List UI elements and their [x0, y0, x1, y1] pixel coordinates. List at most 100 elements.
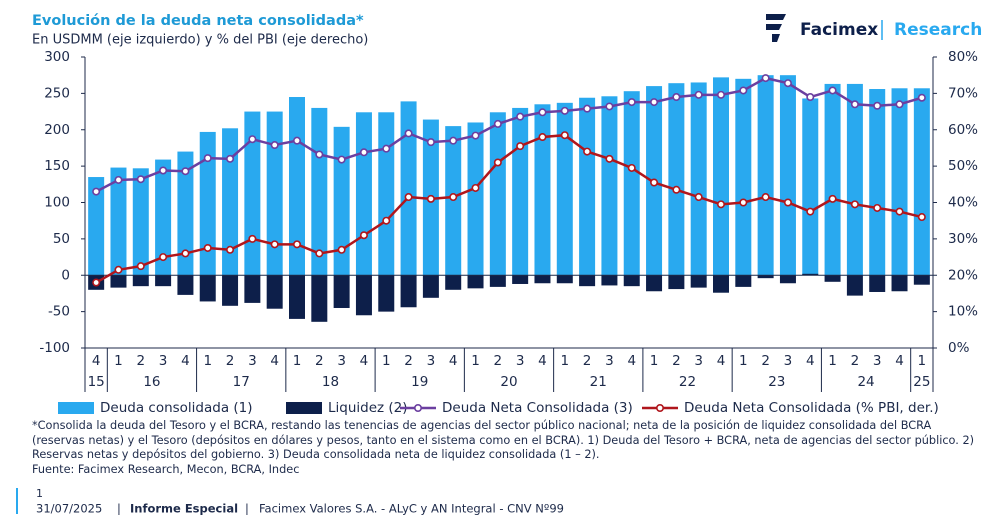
y2-tick-label: 0% — [948, 340, 970, 356]
bar — [601, 96, 618, 276]
bar — [132, 275, 149, 287]
x-tick-label: 3 — [694, 353, 703, 369]
bar — [824, 83, 841, 276]
year-label: 22 — [679, 374, 696, 390]
y-tick-label: -100 — [39, 340, 70, 356]
marker — [605, 102, 614, 111]
marker — [806, 93, 815, 102]
bar — [913, 275, 930, 285]
marker — [716, 90, 725, 99]
bar — [891, 88, 908, 276]
x-tick-label: 2 — [226, 353, 235, 369]
bar — [512, 107, 529, 276]
y-tick-label: 100 — [44, 195, 70, 211]
logo-section: Research — [894, 20, 982, 40]
logo-icon — [766, 14, 786, 42]
marker — [426, 138, 435, 147]
bar — [110, 167, 127, 276]
bar — [779, 275, 796, 284]
line-series — [92, 74, 926, 196]
marker — [806, 207, 815, 216]
marker — [337, 155, 346, 164]
bar — [668, 275, 685, 290]
bar — [311, 107, 328, 276]
bar — [869, 89, 886, 276]
marker — [917, 213, 926, 222]
x-tick-label: 2 — [851, 353, 860, 369]
x-tick-label: 1 — [293, 353, 302, 369]
marker — [560, 106, 569, 115]
x-tick-label: 1 — [918, 353, 927, 369]
bar — [579, 275, 596, 287]
marker — [404, 129, 413, 138]
bar — [802, 273, 819, 276]
x-tick-label: 2 — [136, 353, 145, 369]
bar — [735, 78, 752, 276]
bar — [400, 101, 417, 276]
y-tick-label: 200 — [44, 122, 70, 138]
year-label: 16 — [143, 374, 160, 390]
bar — [177, 275, 194, 295]
footnote: *Consolida la deuda del Tesoro y el BCRA… — [32, 419, 987, 477]
bar — [913, 88, 930, 276]
x-tick-label: 4 — [92, 353, 101, 369]
marker — [672, 185, 681, 194]
bar — [199, 131, 216, 276]
bar — [601, 275, 618, 286]
marker — [605, 154, 614, 163]
marker — [493, 119, 502, 128]
x-tick-label: 1 — [471, 353, 480, 369]
bar — [846, 275, 863, 296]
bar — [333, 126, 350, 276]
x-tick-label: 4 — [360, 353, 369, 369]
x-tick-label: 2 — [315, 353, 324, 369]
x-tick-label: 1 — [560, 353, 569, 369]
marker — [114, 265, 123, 274]
chart-title: Evolución de la deuda neta consolidada* — [32, 13, 364, 29]
marker — [873, 101, 882, 110]
marker — [359, 148, 368, 157]
x-tick-label: 4 — [538, 353, 547, 369]
marker — [694, 90, 703, 99]
marker — [426, 194, 435, 203]
marker — [516, 142, 525, 151]
marker — [739, 198, 748, 207]
year-label: 17 — [233, 374, 250, 390]
marker — [583, 147, 592, 156]
x-tick-label: 1 — [382, 353, 391, 369]
year-label: 21 — [590, 374, 607, 390]
y2-tick-label: 20% — [948, 267, 978, 283]
bar — [244, 111, 261, 276]
x-tick-label: 1 — [203, 353, 212, 369]
bar — [378, 112, 395, 276]
bar — [155, 159, 172, 276]
marker — [471, 131, 480, 140]
marker — [382, 144, 391, 153]
marker — [538, 133, 547, 142]
bar — [467, 122, 484, 276]
bar — [891, 275, 908, 292]
bar — [378, 275, 395, 312]
marker — [449, 136, 458, 145]
bar — [266, 111, 283, 276]
y2-tick-label: 60% — [948, 122, 978, 138]
bar — [244, 275, 261, 303]
marker — [203, 154, 212, 163]
page-number: 1 — [36, 487, 43, 500]
marker — [672, 93, 681, 102]
bar — [869, 275, 886, 292]
x-tick-label: 3 — [873, 353, 882, 369]
marker — [92, 187, 101, 196]
legend-swatch — [58, 402, 94, 414]
y2-tick-label: 50% — [948, 158, 978, 174]
marker — [226, 245, 235, 254]
year-label: 24 — [857, 374, 874, 390]
marker — [114, 175, 123, 184]
marker — [248, 234, 257, 243]
marker — [783, 198, 792, 207]
marker — [315, 150, 324, 159]
x-tick-label: 3 — [605, 353, 614, 369]
bar — [757, 75, 774, 276]
marker — [627, 163, 636, 172]
marker — [292, 136, 301, 145]
